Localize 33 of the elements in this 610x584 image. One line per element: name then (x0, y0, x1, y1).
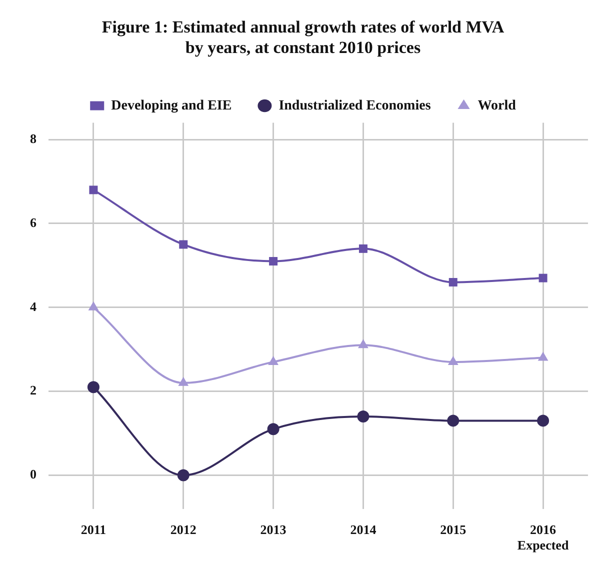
y-tick-label: 6 (30, 214, 37, 230)
point (177, 469, 190, 482)
point (538, 352, 548, 361)
point (537, 414, 550, 427)
point (178, 376, 189, 386)
point (89, 186, 98, 194)
chart-title: Figure 1: Estimated annual growth rates of world MVA by years, at constant 2010 prices (102, 18, 505, 57)
point (88, 301, 99, 310)
point (268, 356, 278, 365)
y-tick-label: 8 (30, 130, 37, 146)
point (538, 274, 548, 282)
point (447, 414, 460, 427)
y-tick-label: 0 (30, 466, 36, 482)
y-tick-label: 2 (30, 382, 36, 398)
point (269, 257, 278, 266)
x-tick-label: 2012 (170, 522, 196, 537)
x-tick-label: 2015 (440, 522, 467, 537)
x-tick-label: 2013 (260, 522, 287, 537)
legend-label: Industrialized Economies (278, 98, 432, 114)
point (357, 410, 370, 422)
point (267, 423, 280, 436)
x-tick-label: 2014 (350, 522, 377, 537)
point (358, 244, 368, 253)
point (448, 356, 458, 365)
point (448, 278, 458, 286)
y-tick-label: 4 (30, 298, 37, 314)
legend-label: World (478, 98, 516, 114)
point (87, 381, 100, 394)
legend-label: Developing and EIE (111, 98, 232, 114)
x-tick-label: 2011 (80, 522, 106, 537)
point (358, 339, 368, 348)
point (179, 240, 188, 249)
x-tick-label: 2016 Expected (517, 522, 570, 553)
